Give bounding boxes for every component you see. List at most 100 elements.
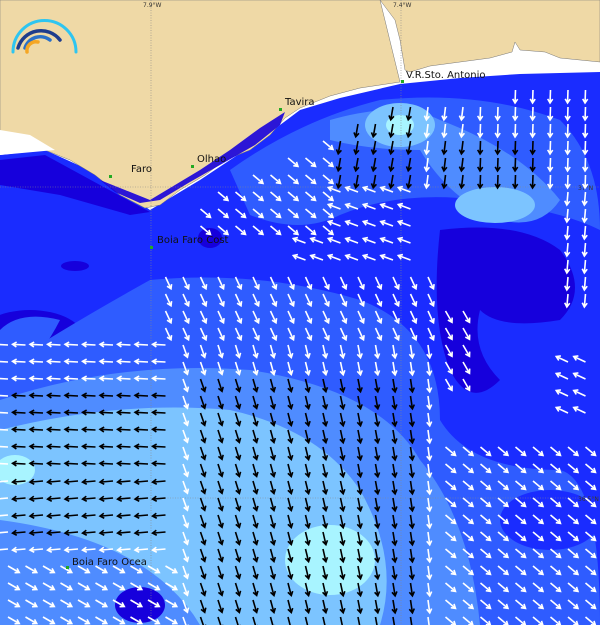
current-arrow <box>409 310 418 325</box>
current-arrow <box>441 106 448 122</box>
current-arrow <box>81 512 96 519</box>
current-arrow <box>252 378 259 393</box>
current-arrow <box>567 565 580 576</box>
current-arrow <box>234 480 242 495</box>
current-arrow <box>462 514 475 525</box>
current-arrow <box>497 531 510 542</box>
current-arrow <box>356 395 363 411</box>
current-arrow <box>199 582 207 597</box>
current-arrow <box>252 276 260 291</box>
current-arrow <box>581 191 588 207</box>
current-arrow <box>7 599 21 608</box>
current-arrow <box>392 616 396 625</box>
current-arrow <box>98 358 114 365</box>
current-arrow <box>199 548 207 563</box>
current-arrow <box>269 293 278 308</box>
current-arrow <box>427 616 430 625</box>
current-arrow <box>564 208 571 224</box>
current-arrow <box>304 191 317 202</box>
current-arrow <box>426 531 433 547</box>
current-arrow <box>287 497 294 513</box>
current-arrow <box>532 463 545 474</box>
current-arrow <box>514 446 527 457</box>
current-arrow <box>532 531 545 542</box>
current-arrow <box>269 191 282 202</box>
current-arrow <box>581 106 589 122</box>
current-arrow <box>182 412 190 427</box>
current-arrow <box>426 361 433 377</box>
current-arrow <box>374 327 383 342</box>
current-arrow <box>326 219 341 227</box>
current-arrow <box>42 565 56 574</box>
current-arrow <box>392 310 400 325</box>
current-arrow <box>564 293 571 309</box>
current-arrow <box>374 361 381 377</box>
current-arrow <box>116 512 131 519</box>
current-arrow <box>391 463 398 479</box>
current-arrow <box>567 497 580 508</box>
current-arrow <box>287 412 294 428</box>
current-arrow <box>217 599 224 614</box>
current-arrow <box>391 429 398 445</box>
current-arrow <box>326 253 341 261</box>
current-arrow <box>112 565 126 574</box>
current-arrow <box>98 426 114 433</box>
current-arrow <box>339 344 346 360</box>
current-arrow <box>462 327 471 341</box>
current-arrow <box>269 446 277 461</box>
current-arrow <box>408 378 416 394</box>
current-arrow <box>133 392 149 399</box>
current-arrow <box>133 478 149 485</box>
current-arrow <box>441 174 448 190</box>
current-arrow <box>391 514 398 530</box>
current-arrow <box>287 157 300 168</box>
current-arrow <box>356 599 363 615</box>
current-arrow <box>304 616 310 625</box>
current-arrow <box>252 174 265 185</box>
current-arrow <box>549 446 562 457</box>
current-arrow <box>304 174 317 185</box>
current-arrow <box>391 446 398 462</box>
current-arrow <box>269 361 277 376</box>
current-arrow <box>462 378 471 392</box>
current-arrow <box>133 375 149 382</box>
current-arrow <box>532 514 545 525</box>
current-arrow <box>112 599 126 608</box>
current-arrow <box>217 293 225 308</box>
current-arrow <box>42 616 56 625</box>
place-boia-faro-cost[interactable]: Boia Faro Cost <box>150 235 229 249</box>
current-arrow <box>269 276 278 291</box>
current-arrow <box>370 157 377 173</box>
current-arrow <box>581 242 588 258</box>
current-arrow <box>269 174 282 185</box>
current-arrow <box>554 372 569 380</box>
current-arrow <box>63 546 79 553</box>
current-arrow <box>11 409 26 416</box>
current-arrow <box>335 140 342 156</box>
current-arrow <box>335 157 342 173</box>
current-arrow <box>252 191 265 202</box>
current-arrow <box>165 582 179 591</box>
current-arrow <box>199 327 208 342</box>
current-arrow <box>217 582 224 597</box>
current-arrow <box>304 276 313 291</box>
current-arrow <box>287 531 294 547</box>
place-olhao[interactable]: Olhao <box>191 154 226 168</box>
current-arrow <box>182 565 190 580</box>
current-arrow <box>28 478 44 485</box>
current-arrow <box>46 426 61 433</box>
current-arrow <box>497 514 510 525</box>
current-arrow <box>199 344 207 359</box>
place-boia-faro-ocea[interactable]: Boia Faro Ocea <box>66 557 147 569</box>
current-arrow <box>546 174 554 190</box>
place-vr-sto-antonio[interactable]: V.R.Sto. Antonio <box>401 70 486 83</box>
place-faro[interactable]: Faro <box>109 164 152 178</box>
place-tavira[interactable]: Tavira <box>279 97 315 111</box>
current-arrow <box>462 463 475 474</box>
current-arrow <box>77 582 91 591</box>
current-arrow <box>269 616 276 625</box>
current-arrow <box>151 512 166 519</box>
current-arrow <box>392 293 400 308</box>
